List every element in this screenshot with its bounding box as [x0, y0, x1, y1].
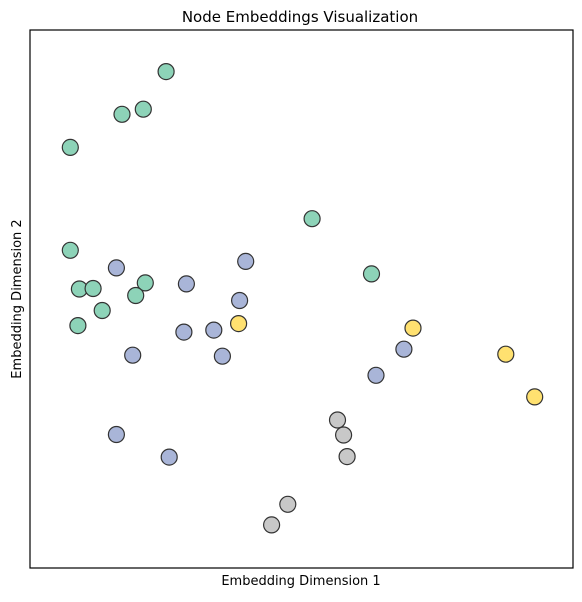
scatter-point-33 — [279, 495, 297, 513]
scatter-point-13 — [69, 317, 87, 335]
scatter-point-2 — [113, 105, 131, 123]
scatter-point-20 — [395, 340, 413, 358]
scatter-point-24 — [107, 425, 126, 444]
scatter-point-28 — [497, 345, 515, 363]
scatter-point-22 — [213, 347, 231, 365]
plot-frame — [29, 29, 574, 569]
scatter-point-21 — [124, 346, 142, 364]
scatter-point-16 — [177, 275, 195, 293]
scatter-point-12 — [93, 301, 111, 320]
scatter-point-23 — [367, 366, 385, 384]
scatter-point-27 — [404, 319, 422, 337]
scatter-point-3 — [134, 100, 152, 118]
scatter-point-6 — [61, 241, 79, 259]
scatter-point-14 — [237, 252, 255, 270]
scatter-point-11 — [127, 286, 145, 305]
scatter-point-19 — [175, 323, 193, 341]
scatter-point-32 — [338, 448, 356, 466]
scatter-point-34 — [263, 516, 281, 534]
scatter-point-5 — [303, 210, 321, 228]
scatter-point-8 — [136, 274, 154, 292]
y-axis-label: Embedding Dimension 2 — [10, 219, 25, 378]
x-axis-label: Embedding Dimension 1 — [221, 574, 380, 589]
scatter-point-7 — [362, 265, 381, 283]
scatter-point-18 — [205, 321, 223, 339]
scatter-point-30 — [328, 411, 347, 429]
chart-title: Node Embeddings Visualization — [182, 8, 418, 26]
scatter-point-25 — [160, 448, 178, 466]
scatter-point-31 — [335, 426, 353, 444]
scatter-point-4 — [61, 138, 79, 156]
points-layer — [61, 62, 544, 534]
scatter-point-17 — [231, 291, 249, 310]
scatter-point-1 — [157, 62, 175, 81]
scatter-point-10 — [84, 279, 102, 298]
scatter-point-15 — [107, 259, 126, 277]
scatter-point-29 — [526, 388, 544, 406]
scatter-point-26 — [230, 315, 248, 333]
